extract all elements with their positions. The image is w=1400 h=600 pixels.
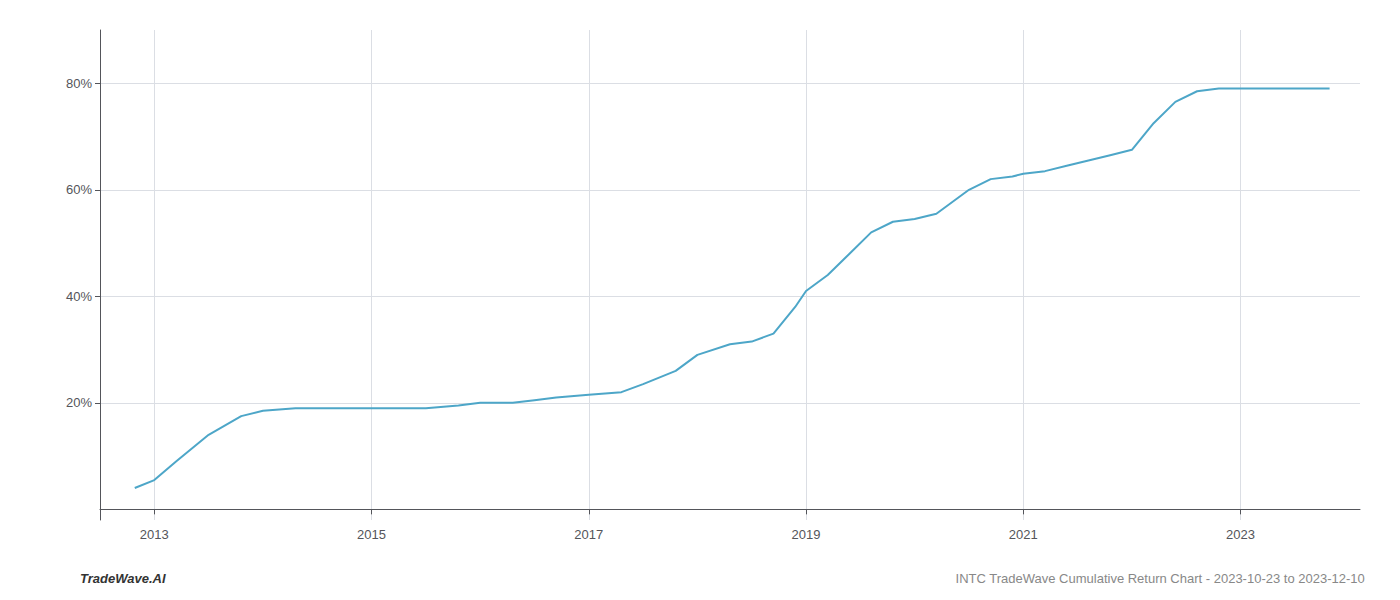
svg-text:40%: 40% — [66, 289, 92, 304]
svg-text:TradeWave.AI: TradeWave.AI — [80, 571, 166, 586]
svg-text:2021: 2021 — [1009, 527, 1038, 542]
svg-text:2019: 2019 — [792, 527, 821, 542]
svg-text:2015: 2015 — [357, 527, 386, 542]
svg-text:60%: 60% — [66, 182, 92, 197]
svg-text:2017: 2017 — [574, 527, 603, 542]
svg-text:2013: 2013 — [140, 527, 169, 542]
svg-text:2023: 2023 — [1226, 527, 1255, 542]
svg-text:20%: 20% — [66, 395, 92, 410]
svg-text:INTC TradeWave Cumulative Retu: INTC TradeWave Cumulative Return Chart -… — [956, 571, 1365, 586]
svg-text:80%: 80% — [66, 76, 92, 91]
